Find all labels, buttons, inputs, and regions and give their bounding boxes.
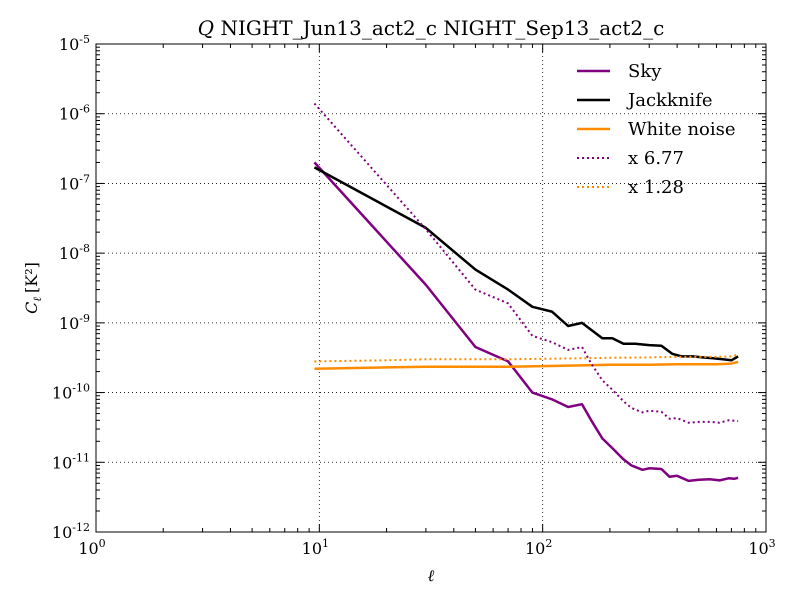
y-tick-label-exponent: -5 [79, 33, 90, 46]
y-tick-label-base: 10 [59, 244, 79, 263]
y-tick-label-exponent: -8 [79, 242, 90, 255]
y-axis-label: Cℓ [K²] [22, 262, 44, 314]
x-tick-label-base: 10 [748, 539, 768, 558]
y-tick-label-base: 10 [59, 105, 79, 124]
y-axis-label-subscript: ℓ [31, 297, 44, 302]
y-axis-label-symbol: C [22, 302, 41, 314]
y-tick-label-base: 10 [52, 453, 72, 472]
y-tick-label: 10-9 [59, 312, 90, 333]
y-tick-label-base: 10 [59, 35, 79, 54]
y-tick-label-exponent: -12 [72, 521, 90, 534]
series-layer [313, 102, 739, 483]
series-line-white-noise [314, 360, 739, 370]
series-line-sky [313, 161, 739, 483]
x-tick-label: 103 [748, 537, 775, 558]
x-axis-label: ℓ [428, 566, 435, 585]
y-tick-label-exponent: -6 [79, 103, 90, 116]
chart-title: Q NIGHT_Jun13_act2_c NIGHT_Sep13_act2_c [96, 16, 766, 40]
y-tick-label-base: 10 [59, 174, 79, 193]
grid-lines [96, 44, 766, 532]
legend-label-jackknife: Jackknife [626, 90, 713, 111]
legend-label-x-1-28: x 1.28 [628, 177, 684, 198]
y-tick-label: 10-8 [59, 242, 90, 263]
x-tick-label-base: 10 [525, 539, 545, 558]
y-tick-label-exponent: -7 [79, 172, 90, 185]
y-tick-label: 10-10 [52, 382, 90, 403]
x-tick-label-exponent: 3 [769, 537, 776, 550]
tick-labels: 100 101 102 10310-1210-1110-1010-910-810-71… [52, 33, 776, 558]
y-tick-label-exponent: -10 [72, 382, 90, 395]
x-tick-label-base: 10 [78, 539, 98, 558]
y-tick-label-exponent: -11 [72, 451, 90, 464]
plot-frame [95, 43, 767, 533]
series-line-x-1-28 [314, 353, 739, 363]
y-tick-label-base: 10 [59, 314, 79, 333]
legend: Sky Jackknife White noise x 6.77 x 1.28 [577, 61, 736, 198]
x-tick-label: 101 [302, 537, 329, 558]
x-tick-label: 102 [525, 537, 552, 558]
y-tick-label-base: 10 [52, 384, 72, 403]
chart-title-text: NIGHT_Jun13_act2_c NIGHT_Sep13_act2_c [220, 16, 665, 40]
series-line-x-6-77 [313, 102, 739, 424]
legend-label-sky: Sky [628, 61, 662, 82]
legend-label-x-6-77: x 6.77 [628, 148, 684, 169]
y-tick-label: 10-12 [52, 521, 90, 542]
y-tick-label: 10-6 [59, 103, 90, 124]
y-tick-label-exponent: -9 [79, 312, 90, 325]
x-tick-label: 100 [78, 537, 105, 558]
series-line-jackknife [313, 166, 739, 362]
legend-label-white-noise: White noise [628, 119, 736, 140]
x-tick-label-exponent: 0 [99, 537, 106, 550]
chart-title-symbol: Q [197, 16, 215, 40]
y-tick-label: 10-5 [59, 33, 90, 54]
x-tick-label-base: 10 [302, 539, 322, 558]
y-tick-label-base: 10 [52, 523, 72, 542]
y-tick-label: 10-7 [59, 172, 90, 193]
x-tick-label-exponent: 1 [322, 537, 329, 550]
axis-ticks [95, 43, 767, 533]
y-axis-label-unit: [K²] [22, 262, 41, 293]
y-tick-label: 10-11 [52, 451, 90, 472]
x-tick-label-exponent: 2 [545, 537, 552, 550]
